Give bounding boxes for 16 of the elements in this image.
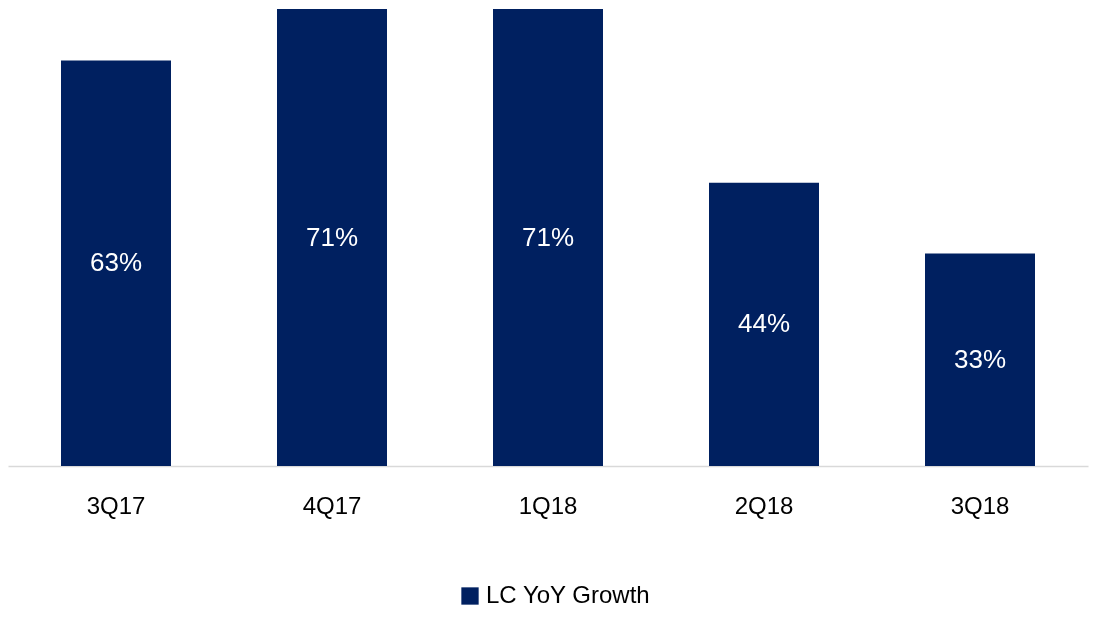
data-label: 33% bbox=[953, 343, 1007, 374]
bar bbox=[709, 182, 819, 466]
bar bbox=[925, 253, 1035, 466]
x-tick-label: 1Q18 bbox=[518, 491, 578, 519]
legend-label: LC YoY Growth bbox=[486, 581, 650, 608]
data-label: 63% bbox=[89, 247, 143, 278]
bar bbox=[61, 60, 171, 466]
x-tick-label: 3Q17 bbox=[86, 491, 146, 519]
x-tick-label: 3Q18 bbox=[950, 491, 1010, 519]
x-tick-label: 2Q18 bbox=[734, 491, 794, 519]
data-label: 71% bbox=[521, 221, 575, 252]
bar bbox=[277, 9, 387, 466]
x-tick-label: 4Q17 bbox=[302, 491, 362, 519]
data-label: 71% bbox=[305, 221, 359, 252]
bar bbox=[493, 9, 603, 466]
data-label: 44% bbox=[737, 308, 791, 339]
